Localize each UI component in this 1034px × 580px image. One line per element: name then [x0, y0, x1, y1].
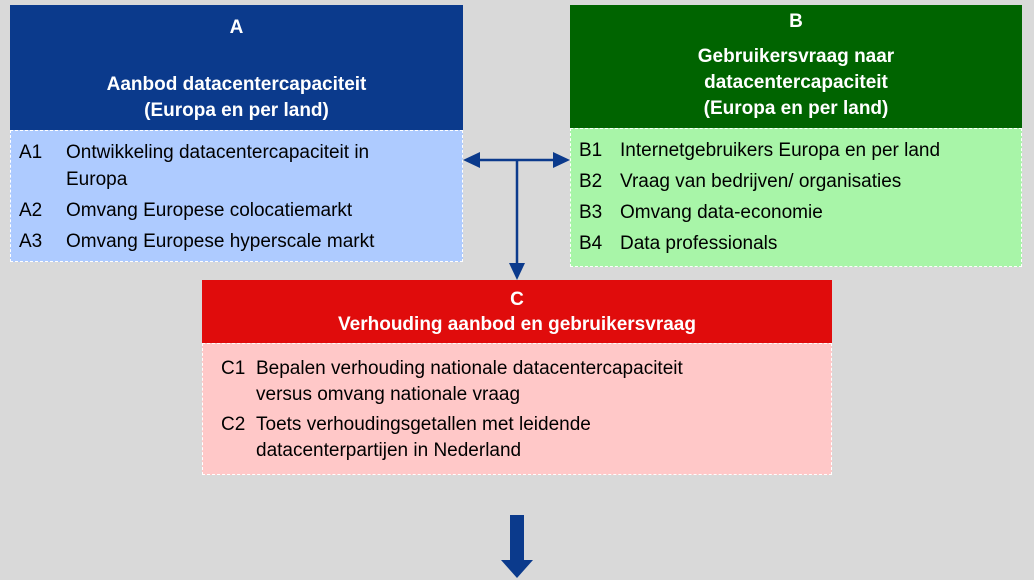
item-line: Bepalen verhouding nationale datacenterc… — [256, 358, 683, 379]
item-text: Omvang Europese colocatiemarkt — [66, 197, 462, 224]
item-text: Toets verhoudingsgetallen met leidende da… — [256, 412, 831, 464]
box: C Verhouding aanbod en gebruikersvraag C1 B… — [202, 280, 832, 475]
item-line: Toets verhoudingsgetallen met leidende — [256, 414, 591, 435]
box-header: C Verhouding aanbod en gebruikersvraag — [202, 280, 832, 343]
title-line: (Europa en per land) — [703, 98, 889, 119]
item: C1 Bepalen verhouding nationale datacente… — [203, 356, 831, 408]
item-text: Omvang Europese hyperscale markt — [66, 228, 462, 255]
item-text: Data professionals — [620, 230, 1021, 257]
box-body: C1 Bepalen verhouding nationale datacente… — [202, 343, 832, 475]
item-code: C2 — [221, 414, 246, 435]
box-title: Verhouding aanbod en gebruikersvraag — [202, 312, 832, 337]
item-line: Data professionals — [620, 233, 778, 254]
box-header: A Aanbod datacentercapaciteit (Europa en p… — [10, 5, 463, 130]
item-code: B1 — [579, 140, 603, 161]
item-line: datacenterpartijen in Nederland — [256, 440, 522, 461]
item: B2 Vraag van bedrijven/ organisaties — [571, 168, 1021, 195]
item-code: A3 — [19, 231, 43, 252]
item-line: Vraag van bedrijven/ organisaties — [620, 171, 902, 192]
item-line: Omvang Europese hyperscale markt — [66, 231, 375, 252]
title-line: (Europa en per land) — [144, 100, 329, 121]
box-label: C — [510, 288, 524, 310]
item: A3 Omvang Europese hyperscale markt — [11, 228, 462, 255]
box-title: Aanbod datacentercapaciteit (Europa en pe… — [10, 72, 463, 124]
item-line: Omvang data-economie — [620, 202, 823, 223]
item-text: Omvang data-economie — [620, 199, 1021, 226]
down-arrow — [501, 515, 533, 578]
item: B3 Omvang data-economie — [571, 199, 1021, 226]
title-line: Verhouding aanbod en gebruikersvraag — [338, 313, 696, 335]
item-code: B3 — [579, 202, 603, 223]
item-line: versus omvang nationale vraag — [256, 384, 521, 405]
title-line: Gebruikersvraag naar — [697, 46, 895, 67]
item-code: B4 — [579, 233, 603, 254]
arrowhead — [463, 152, 480, 168]
item-line: Internetgebruikers Europa en per land — [620, 140, 941, 161]
item-text: Vraag van bedrijven/ organisaties — [620, 168, 1021, 195]
title-line: Aanbod datacentercapaciteit — [106, 74, 367, 95]
item: B1 Internetgebruikers Europa en per land — [571, 137, 1021, 164]
item: A2 Omvang Europese colocatiemarkt — [11, 197, 462, 224]
box-title: Gebruikersvraag naar datacentercapaciteit… — [570, 44, 1022, 122]
box-body: B1 Internetgebruikers Europa en per land B… — [570, 128, 1022, 267]
box: B Gebruikersvraag naar datacentercapacitei… — [570, 5, 1022, 267]
box: A Aanbod datacentercapaciteit (Europa en p… — [10, 5, 463, 262]
item-text: Internetgebruikers Europa en per land — [620, 137, 1021, 164]
box-label: B — [789, 11, 803, 32]
item: A1 Ontwikkeling datacentercapaciteit in Eu… — [11, 139, 462, 193]
item: C2 Toets verhoudingsgetallen met leidende… — [203, 412, 831, 464]
item-code: B2 — [579, 171, 603, 192]
item-line: Ontwikkeling datacentercapaciteit in — [66, 142, 370, 163]
box-label: A — [229, 17, 244, 38]
item-text: Bepalen verhouding nationale datacenterc… — [256, 356, 831, 408]
arrowhead — [509, 263, 525, 280]
item-code: A2 — [19, 200, 43, 221]
title-line: datacentercapaciteit — [704, 72, 888, 93]
item-code: C1 — [221, 358, 246, 379]
item: B4 Data professionals — [571, 230, 1021, 257]
item-text: Ontwikkeling datacentercapaciteit in Euro… — [66, 139, 462, 193]
item-line: Europa — [66, 169, 128, 190]
item-line: Omvang Europese colocatiemarkt — [66, 200, 353, 221]
box-body: A1 Ontwikkeling datacentercapaciteit in Eu… — [10, 130, 463, 262]
arrowhead — [553, 152, 570, 168]
box-header: B Gebruikersvraag naar datacentercapacitei… — [570, 5, 1022, 128]
item-code: A1 — [19, 142, 43, 163]
